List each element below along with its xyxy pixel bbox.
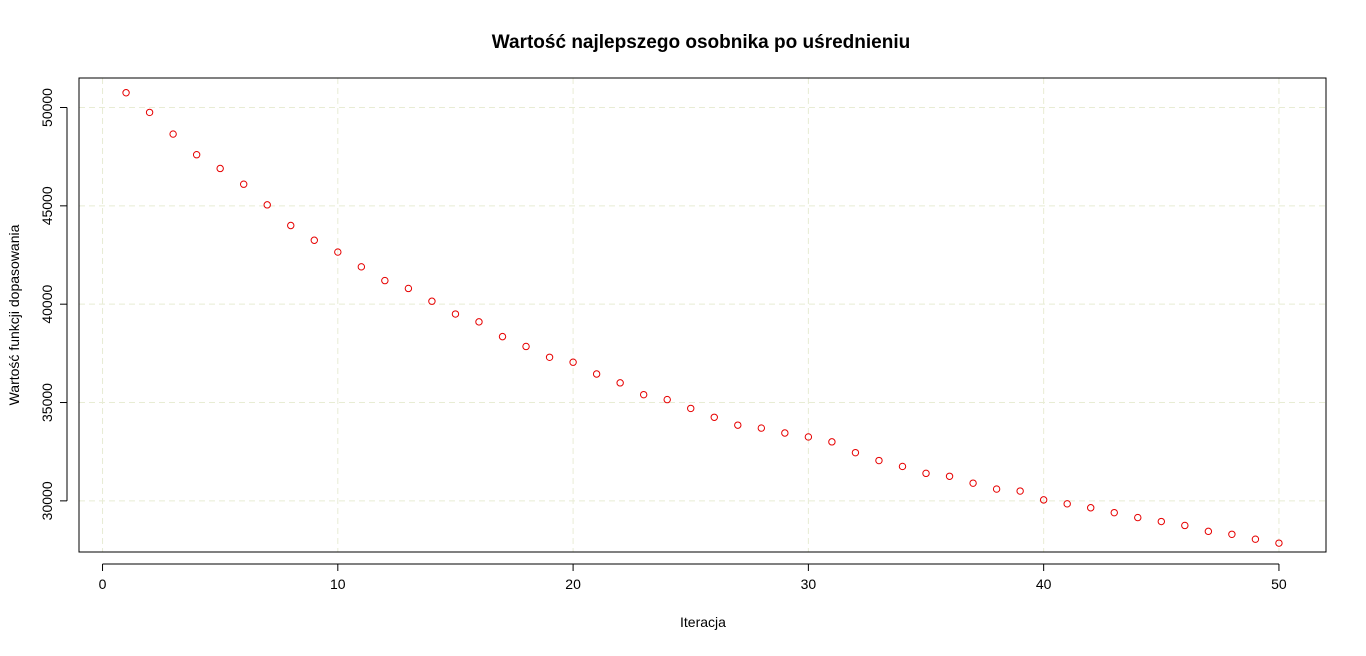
data-point <box>192 151 201 159</box>
data-point <box>145 108 154 117</box>
data-point <box>1251 535 1260 543</box>
data-point <box>239 180 248 188</box>
y-axis-label: Wartość funkcji dopasowania <box>6 224 22 405</box>
chart-title: Wartość najlepszego osobnika po uśrednie… <box>492 32 910 53</box>
x-tick-label: 40 <box>1036 576 1052 592</box>
data-point <box>592 370 601 378</box>
data-point <box>451 310 460 318</box>
data-points <box>122 89 1283 547</box>
data-point <box>404 284 413 293</box>
data-point <box>781 429 789 437</box>
data-point <box>992 485 1001 493</box>
data-point <box>169 130 177 138</box>
data-point <box>475 318 483 326</box>
data-point <box>663 395 671 404</box>
x-tick-label: 0 <box>99 576 107 592</box>
data-point <box>875 456 883 465</box>
data-point <box>1039 496 1048 504</box>
y-tick-label: 40000 <box>39 285 55 324</box>
data-point <box>287 221 295 230</box>
grid <box>79 78 1326 552</box>
data-point <box>1275 539 1283 547</box>
y-tick-label: 35000 <box>39 383 55 422</box>
data-point <box>687 404 695 413</box>
data-point <box>710 413 718 421</box>
data-point <box>616 379 624 387</box>
data-point <box>1204 527 1213 536</box>
data-point <box>734 421 742 429</box>
data-point <box>428 297 436 305</box>
data-point <box>1157 517 1166 526</box>
data-point <box>310 236 318 244</box>
x-tick-label: 50 <box>1271 576 1287 592</box>
y-tick-label: 30000 <box>39 481 55 520</box>
x-axis: 0 10 20 30 40 50 <box>99 563 1287 592</box>
x-tick-label: 20 <box>565 576 581 592</box>
y-tick-label: 45000 <box>39 186 55 225</box>
data-point <box>545 353 554 361</box>
data-point <box>216 164 224 173</box>
x-axis-label: Iteracja <box>680 614 726 630</box>
plot-frame <box>78 77 1327 553</box>
data-point <box>898 462 907 471</box>
y-axis: 30000 35000 40000 45000 50000 <box>39 88 68 520</box>
data-point <box>1063 500 1071 508</box>
data-point <box>945 472 954 480</box>
y-tick-label: 50000 <box>39 88 55 127</box>
data-point <box>851 448 860 457</box>
data-point <box>922 469 930 478</box>
data-point <box>828 438 836 446</box>
data-point <box>357 263 366 271</box>
x-tick-label: 30 <box>801 576 817 592</box>
data-point <box>969 479 977 487</box>
data-point <box>639 390 648 399</box>
data-point <box>757 424 766 432</box>
data-point <box>1134 513 1142 522</box>
data-point <box>1181 521 1189 530</box>
data-point <box>1110 508 1118 517</box>
data-point <box>263 201 271 209</box>
data-point <box>522 342 530 351</box>
data-point <box>804 433 813 441</box>
data-point <box>381 276 389 285</box>
x-tick-label: 10 <box>330 576 346 592</box>
data-point <box>1087 504 1095 512</box>
data-point <box>334 248 342 256</box>
data-point <box>122 89 130 97</box>
data-point <box>1228 530 1236 538</box>
data-point <box>498 332 507 341</box>
data-point <box>1016 487 1024 495</box>
data-point <box>569 358 577 366</box>
